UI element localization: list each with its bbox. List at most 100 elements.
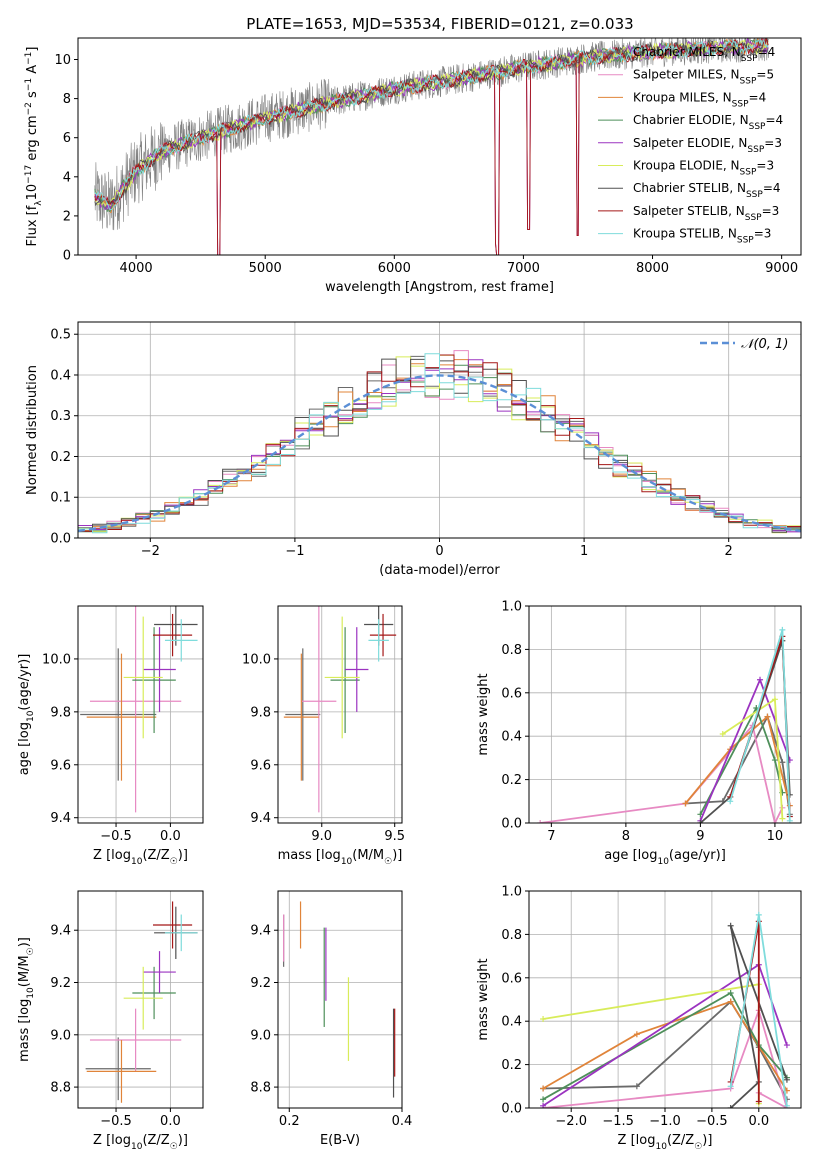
legend-entry: Chabrier STELIB, NSSP=4 <box>633 181 781 200</box>
y-axis-label: Normed distribution <box>25 365 40 495</box>
weight-marker <box>540 1085 547 1092</box>
y-tick-label: 10.0 <box>42 652 71 667</box>
x-tick-label: 6000 <box>378 261 411 276</box>
weight-marker <box>755 1098 762 1105</box>
data-spectrum <box>94 38 769 231</box>
weight-marker <box>633 1031 640 1038</box>
weight-marker <box>633 1083 640 1090</box>
y-tick-label: 2 <box>63 209 71 224</box>
panel-mass-vs-ebv: 0.2 0.4 8.8 9.0 9.2 9.4 E(B-V) <box>250 890 412 1148</box>
legend-entry: Kroupa STELIB, NSSP=3 <box>633 227 771 246</box>
x-tick-label: 9.5 <box>384 829 405 844</box>
weight-line-5 <box>542 983 760 1104</box>
legend-entry: Chabrier MILES, NSSP=4 <box>633 45 775 64</box>
y-axis-label: mass weight <box>476 958 491 1040</box>
axes-frame <box>528 890 802 1109</box>
x-tick-label: −0.5 <box>100 1114 132 1129</box>
weight-marker <box>727 922 734 929</box>
y-tick-label: 0.0 <box>501 1102 522 1117</box>
y-tick-label: 0.6 <box>501 971 522 986</box>
y-tick-label: 9.4 <box>50 924 71 939</box>
y-tick-label: 9.6 <box>250 758 271 773</box>
y-tick-label: 6 <box>63 131 71 146</box>
y-tick-label: 1.0 <box>501 885 522 900</box>
x-tick-label: 0 <box>435 544 443 559</box>
x-tick-label: −2 <box>141 544 160 559</box>
legend-entry: Salpeter STELIB, NSSP=3 <box>633 204 779 223</box>
x-tick-label: 0.0 <box>160 1114 181 1129</box>
y-tick-label: 9.4 <box>250 811 271 826</box>
weight-marker <box>764 713 771 720</box>
x-axis-label: mass [log10(M/M☉)] <box>278 848 403 867</box>
x-tick-label: −1 <box>285 544 304 559</box>
y-tick-label: 8 <box>63 92 71 107</box>
panel-age-vs-z: −0.5 0.0 9.4 9.6 9.8 10.0 Z [log10(Z/Z☉)] age [… <box>17 605 204 867</box>
weight-marker <box>771 757 778 764</box>
legend-entry: Salpeter ELODIE, NSSP=3 <box>633 136 782 155</box>
y-tick-label: 0.3 <box>50 409 71 424</box>
y-axis-label: age [log10(age/yr)] <box>17 654 36 776</box>
axes-frame <box>77 37 802 256</box>
x-tick-label: 1 <box>580 544 588 559</box>
legend-entry: 𝒩(0, 1) <box>741 337 788 352</box>
weight-line-1 <box>540 723 784 823</box>
weight-marker <box>727 1083 734 1090</box>
x-tick-label: −2.0 <box>555 1114 587 1129</box>
y-tick-label: 0 <box>63 249 71 264</box>
y-axis-label: mass weight <box>476 673 491 755</box>
y-tick-label: 8.8 <box>250 1081 271 1096</box>
x-tick-label: 7 <box>547 829 555 844</box>
x-axis-label: wavelength [Angstrom, rest frame] <box>325 280 554 295</box>
x-axis-label: Z [log10(Z/Z☉)] <box>93 1133 188 1152</box>
weight-marker <box>783 1076 790 1083</box>
y-axis-label: mass [log10(M/M☉)] <box>17 937 36 1062</box>
y-tick-label: 0.0 <box>50 532 71 547</box>
weight-marker <box>779 626 786 633</box>
weight-marker <box>783 1042 790 1049</box>
plot-area <box>283 606 397 813</box>
x-tick-label: 0.0 <box>160 829 181 844</box>
y-tick-label: 0.1 <box>50 491 71 506</box>
y-tick-label: 9.2 <box>250 976 271 991</box>
y-tick-label: 0.4 <box>50 368 71 383</box>
y-tick-label: 0.8 <box>501 928 522 943</box>
axes-frame <box>277 890 403 1109</box>
model-spectrum-6 <box>94 38 769 207</box>
model-spectrum-8 <box>94 39 769 211</box>
weight-marker <box>771 696 778 703</box>
plot-area <box>78 350 801 534</box>
y-tick-label: 0.2 <box>50 450 71 465</box>
x-tick-label: 9 <box>696 829 704 844</box>
plot-area <box>94 38 769 255</box>
plot-area <box>537 626 793 823</box>
weight-marker <box>727 989 734 996</box>
weight-marker <box>779 759 786 766</box>
weight-marker <box>540 1096 547 1103</box>
x-tick-label: 4000 <box>120 261 153 276</box>
x-tick-label: 2 <box>725 544 733 559</box>
y-tick-label: 0.0 <box>501 817 522 832</box>
panel-age-vs-mass: 9.0 9.5 9.4 9.6 9.8 10.0 mass [log10(M/M☉)] <box>242 605 405 867</box>
panel-spectrum: 4000 5000 6000 7000 8000 9000 0 2 4 6 8 10 wavelengt… <box>24 37 802 295</box>
y-tick-label: 0.2 <box>501 773 522 788</box>
figure-title: PLATE=1653, MJD=53534, FIBERID=0121, z=0… <box>246 15 633 33</box>
y-tick-label: 10.0 <box>242 652 271 667</box>
x-tick-label: −0.5 <box>100 829 132 844</box>
weight-line-2 <box>684 715 791 806</box>
normal-pdf <box>78 374 801 533</box>
x-tick-label: 10 <box>767 829 784 844</box>
x-axis-label: Z [log10(Z/Z☉)] <box>93 848 188 867</box>
y-tick-label: 1.0 <box>501 600 522 615</box>
weight-marker <box>719 731 726 738</box>
plot-area <box>80 606 198 813</box>
weight-line-3 <box>542 991 788 1101</box>
plot-area <box>283 901 396 1098</box>
weight-marker <box>779 815 786 822</box>
y-tick-label: 9.8 <box>250 705 271 720</box>
legend-entry: Chabrier ELODIE, NSSP=4 <box>633 113 783 132</box>
y-tick-label: 9.0 <box>50 1028 71 1043</box>
plot-area <box>85 901 198 1103</box>
x-tick-label: 8 <box>622 829 630 844</box>
x-tick-label: 5000 <box>249 261 282 276</box>
weight-marker <box>755 911 762 918</box>
